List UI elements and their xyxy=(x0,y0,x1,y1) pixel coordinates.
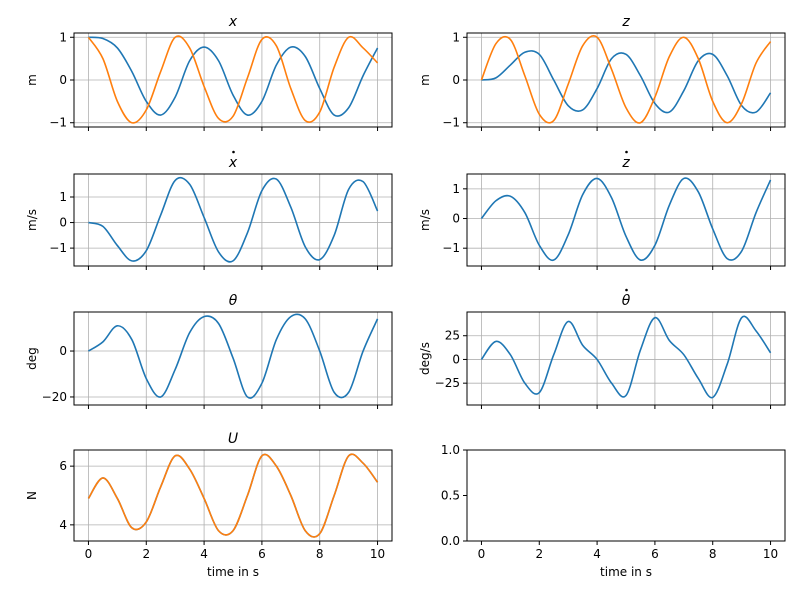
y-tick-label: 0 xyxy=(59,73,67,87)
subplot-xdot: −1 0 1 x m/s xyxy=(25,150,393,270)
y-axis-label: m xyxy=(25,74,39,86)
series-line-zdot-0 xyxy=(480,177,772,262)
y-tick-label: −25 xyxy=(435,376,460,390)
y-tick-label: −1 xyxy=(442,241,460,255)
y-tick-label: −1 xyxy=(442,116,460,130)
y-tick-label: 0 xyxy=(59,216,67,230)
y-tick-label: 0 xyxy=(452,352,460,366)
title-dot-accent xyxy=(625,150,628,154)
x-tick-label: 10 xyxy=(370,547,385,561)
axes-frame xyxy=(73,173,393,267)
y-tick-label: 4 xyxy=(59,518,67,532)
axes-frame xyxy=(73,311,393,406)
y-axis-label: deg xyxy=(25,347,39,370)
x-axis-label: time in s xyxy=(600,565,652,579)
series-line-thetadot-0 xyxy=(480,315,772,399)
x-tick-label: 2 xyxy=(535,547,543,561)
subplot-title: z xyxy=(621,155,630,171)
subplot-title: x xyxy=(228,14,238,30)
y-tick-label: 1.0 xyxy=(441,443,460,457)
title-dot-accent xyxy=(625,288,628,292)
subplot-z: −1 0 1 z m xyxy=(418,14,786,131)
y-tick-label: 0 xyxy=(452,212,460,226)
series-line-U-1 xyxy=(87,453,379,538)
y-tick-label: 0 xyxy=(452,73,460,87)
subplot-x: −1 0 1 x m xyxy=(25,14,393,131)
series-line-x-0 xyxy=(88,36,379,117)
x-tick-label: 0 xyxy=(85,547,93,561)
y-tick-label: −1 xyxy=(49,116,67,130)
y-tick-label: 0 xyxy=(59,344,67,358)
y-tick-label: −1 xyxy=(49,241,67,255)
subplot-title: z xyxy=(621,14,630,30)
y-tick-label: 1 xyxy=(59,190,67,204)
y-tick-label: −20 xyxy=(42,390,67,404)
series-line-x-1 xyxy=(87,35,379,124)
x-tick-label: 10 xyxy=(763,547,778,561)
series-line-z-1 xyxy=(480,35,772,124)
y-axis-label: m/s xyxy=(25,209,39,231)
subplot-title: θ xyxy=(229,293,238,309)
y-tick-label: 0.5 xyxy=(441,489,460,503)
x-tick-label: 4 xyxy=(593,547,601,561)
axes-frame xyxy=(73,449,393,542)
axes-frame xyxy=(466,449,786,542)
x-tick-label: 8 xyxy=(709,547,717,561)
x-tick-label: 8 xyxy=(316,547,324,561)
series-line-theta-0 xyxy=(88,313,379,399)
y-tick-label: 1 xyxy=(452,182,460,196)
y-tick-label: 0.0 xyxy=(441,534,460,548)
y-axis-label: m xyxy=(418,74,432,86)
subplot-title: U xyxy=(228,431,238,447)
series-line-xdot-0 xyxy=(88,176,379,263)
y-axis-label: deg/s xyxy=(418,342,432,375)
subplot-zdot: −1 0 1 z m/s xyxy=(418,150,786,270)
x-tick-label: 0 xyxy=(478,547,486,561)
y-tick-label: 6 xyxy=(59,459,67,473)
y-tick-label: 1 xyxy=(59,30,67,44)
x-tick-label: 2 xyxy=(142,547,150,561)
x-axis-label: time in s xyxy=(207,565,259,579)
y-tick-label: 25 xyxy=(445,329,460,343)
series-line-z-0 xyxy=(481,50,772,114)
subplot-title: θ xyxy=(622,293,631,309)
title-dot-accent xyxy=(232,150,235,154)
x-tick-label: 6 xyxy=(651,547,659,561)
axes-frame xyxy=(466,311,786,406)
subplot-theta: −20 0 θ deg xyxy=(25,293,393,409)
x-tick-label: 6 xyxy=(258,547,266,561)
axes-frame xyxy=(466,173,786,267)
y-axis-label: N xyxy=(25,491,39,500)
subplot-title: x xyxy=(228,155,238,171)
y-tick-label: 1 xyxy=(452,30,460,44)
subplot-thetadot: −25 0 25 θ deg/s xyxy=(418,288,786,409)
y-axis-label: m/s xyxy=(418,209,432,231)
x-tick-label: 4 xyxy=(200,547,208,561)
subplot-empty: 0 2 4 6 8 10 0.0 0.5 1.0 time in s xyxy=(441,443,786,579)
